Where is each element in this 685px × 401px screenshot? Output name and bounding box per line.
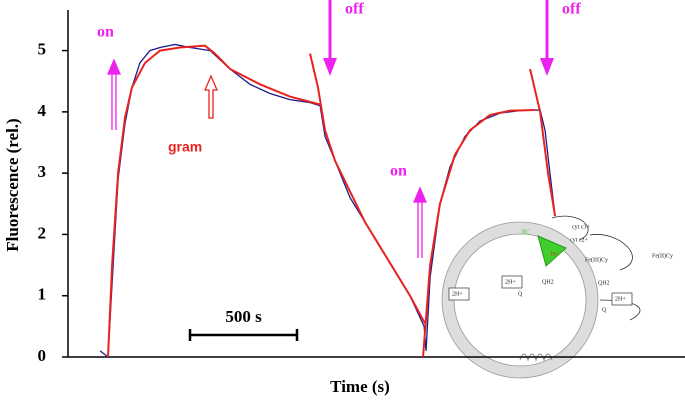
annotation: off xyxy=(345,1,364,18)
x-axis-label: Time (s) xyxy=(330,377,390,396)
y-tick-label: 0 xyxy=(38,346,47,365)
diagram-label: 2H+ xyxy=(615,296,626,302)
diagram-label: QH2 xyxy=(542,279,554,285)
diagram-label: Fe(III)Cy xyxy=(585,256,608,263)
diagram-label: Fe(II)Cy xyxy=(652,252,673,259)
y-tick-label: 4 xyxy=(38,101,47,120)
annotation: on xyxy=(97,24,114,41)
annotation: on xyxy=(390,163,407,180)
y-tick-label: 3 xyxy=(38,162,47,181)
diagram-label: Q xyxy=(518,291,523,297)
data-line xyxy=(107,44,557,358)
diagram-label: cyt c3+ xyxy=(572,224,590,230)
diagram-label: 2H+ xyxy=(452,291,463,297)
y-tick-label: 1 xyxy=(38,285,47,304)
diagram-label: cyt c2+ xyxy=(570,237,588,243)
diagram-label: QH2 xyxy=(598,280,610,286)
annotation: off xyxy=(562,1,581,18)
y-axis-label: Fluorescence (rel.) xyxy=(3,118,22,251)
diagram xyxy=(441,215,641,379)
diagram-label: Q xyxy=(602,307,607,313)
y-tick-label: 2 xyxy=(38,223,47,242)
annotation: gram xyxy=(168,139,202,155)
diagram-label: hν xyxy=(551,251,557,257)
scale-bar xyxy=(188,329,299,341)
arrows xyxy=(107,0,554,258)
diagram-label: 2H+ xyxy=(505,279,516,285)
data-line xyxy=(99,43,556,359)
diagram-label: RC xyxy=(522,229,530,235)
scale-bar-label: 500 s xyxy=(225,307,262,326)
y-tick-label: 5 xyxy=(38,39,47,58)
